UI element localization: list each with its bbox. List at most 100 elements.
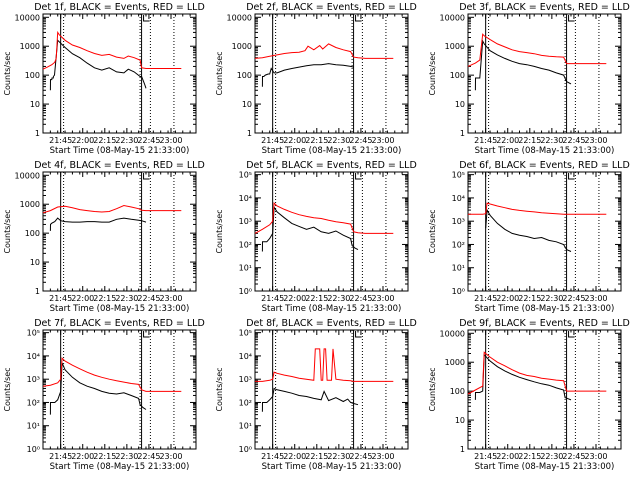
x-tick-label: 21:45 [474,452,497,461]
x-tick-label: 22:30 [115,452,138,461]
x-tick-label: 21:45 [261,294,284,303]
plot-frame [254,171,409,292]
y-tick-label: 10⁰ [239,445,252,454]
events-series-line [49,217,147,231]
events-series-line [49,39,147,91]
panel-title: Det 8f, BLACK = Events, RED = LLD [246,318,417,329]
y-tick-label: 10¹ [452,264,465,273]
y-tick-label: 100 [450,71,465,80]
y-tick-label: 10⁵ [239,329,252,338]
x-tick-label: 23:00 [584,294,607,303]
x-tick-label: 22:15 [305,294,328,303]
lld-series-line [255,348,394,382]
y-tick-label: 10⁰ [452,287,465,296]
x-tick-label: 22:00 [496,136,519,145]
x-axis-label: Start Time (08-May-15 21:33:00) [50,462,190,472]
panel-title: Det 4f, BLACK = Events, RED = LLD [34,160,205,171]
y-axis-label: Counts/sec [3,209,12,253]
detector-panel-1: Det 1f, BLACK = Events, RED = LLD 1 10 100 1… [3,2,205,156]
x-tick-label: 22:00 [496,294,519,303]
detector-panel-4: Det 4f, BLACK = Events, RED = LLD 1 10 100 1… [3,160,205,314]
x-tick-label: 22:30 [115,294,138,303]
y-tick-label: 100 [450,387,465,396]
y-axis-label: Counts/sec [215,209,224,253]
detector-panel-6: Det 6f, BLACK = Events, RED = LLD 10⁰ 10¹ 1… [428,160,630,314]
y-tick-label: 10¹ [239,264,252,273]
panel-title: Det 3f, BLACK = Events, RED = LLD [459,2,630,13]
y-tick-label: 10³ [452,217,465,226]
x-tick-label: 22:45 [137,294,160,303]
lld-series-line [42,30,182,70]
x-tick-label: 22:00 [283,136,306,145]
y-tick-label: 1000 [20,42,40,51]
step-marker [568,331,575,338]
y-tick-label: 10⁴ [239,352,252,361]
lld-series-line [42,204,182,214]
x-tick-label: 22:15 [93,294,116,303]
x-tick-label: 22:45 [137,136,160,145]
events-series-line [261,387,359,412]
y-tick-label: 10⁰ [239,287,252,296]
events-series-line [474,353,572,401]
panel-title: Det 1f, BLACK = Events, RED = LLD [34,2,205,13]
x-tick-label: 22:30 [540,294,563,303]
x-tick-label: 22:00 [283,294,306,303]
x-axis-label: Start Time (08-May-15 21:33:00) [50,304,190,314]
y-tick-label: 10³ [27,375,40,384]
x-tick-label: 22:45 [349,136,372,145]
detector-panel-3: Det 3f, BLACK = Events, RED = LLD 1 10 100 1… [428,2,630,156]
plot-frame [467,171,622,292]
y-tick-label: 1000 [20,200,40,209]
y-tick-label: 100 [25,229,40,238]
x-axis-label: Start Time (08-May-15 21:33:00) [475,462,615,472]
y-tick-label: 10⁴ [27,352,40,361]
x-tick-label: 22:15 [518,452,541,461]
x-axis-label: Start Time (08-May-15 21:33:00) [50,146,190,156]
x-tick-label: 22:45 [562,452,585,461]
y-tick-label: 10000 [440,13,465,22]
x-axis-label: Start Time (08-May-15 21:33:00) [475,146,615,156]
x-tick-label: 22:00 [283,452,306,461]
x-tick-label: 21:45 [474,294,497,303]
y-tick-label: 10² [27,398,40,407]
x-tick-label: 22:30 [327,294,350,303]
lld-series-line [254,43,394,59]
x-tick-label: 21:45 [261,136,284,145]
y-tick-label: 1 [460,445,465,454]
x-tick-label: 22:00 [71,294,94,303]
y-tick-label: 100 [237,71,252,80]
detector-panel-9: Det 9f, BLACK = Events, RED = LLD 1 10 100 1… [428,318,630,472]
y-tick-label: 10⁵ [27,329,40,338]
x-tick-label: 21:45 [49,294,72,303]
y-tick-label: 100 [25,71,40,80]
events-series-line [261,63,354,87]
step-marker [355,173,362,180]
y-tick-label: 1 [35,129,40,138]
y-tick-label: 10¹ [27,422,40,431]
x-tick-label: 22:15 [93,136,116,145]
y-tick-label: 10 [455,416,465,425]
detector-panel-5: Det 5f, BLACK = Events, RED = LLD 10⁰ 10¹ 1… [215,160,417,314]
y-axis-label: Counts/sec [3,51,12,95]
y-tick-label: 10⁵ [452,171,465,180]
y-tick-label: 10⁰ [27,445,40,454]
events-series-line [474,39,572,91]
detector-panel-2: Det 2f, BLACK = Events, RED = LLD 1 10 100 1… [215,2,417,156]
x-tick-label: 22:30 [327,452,350,461]
plot-frame [467,329,622,450]
y-tick-label: 1000 [232,42,252,51]
x-tick-label: 22:00 [71,136,94,145]
y-tick-label: 10000 [440,329,465,338]
y-axis-label: Counts/sec [428,51,437,95]
x-axis-label: Start Time (08-May-15 21:33:00) [475,304,615,314]
plot-frame [254,329,409,450]
step-marker [568,15,575,22]
x-tick-label: 22:00 [71,452,94,461]
panel-title: Det 9f, BLACK = Events, RED = LLD [459,318,630,329]
x-tick-label: 22:45 [349,452,372,461]
detector-panel-7: Det 7f, BLACK = Events, RED = LLD 10⁰ 10¹ 1… [3,318,205,472]
plot-frame [254,13,409,134]
y-tick-label: 1 [35,287,40,296]
y-tick-label: 10⁵ [239,171,252,180]
